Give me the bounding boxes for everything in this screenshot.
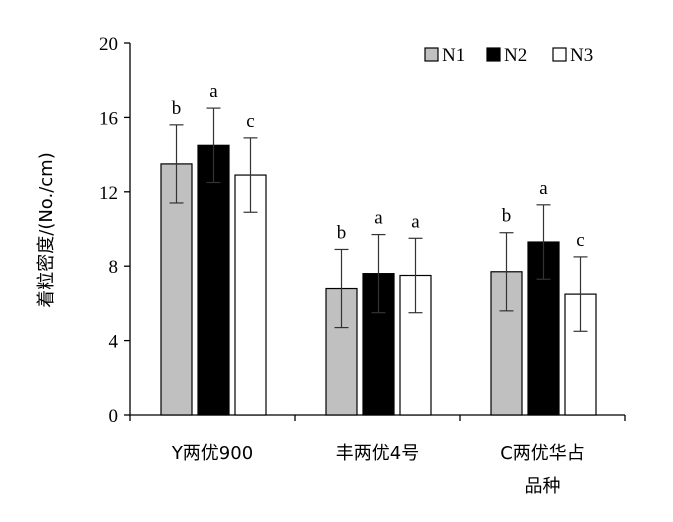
bar-n1-0 (160, 163, 193, 416)
significance-label: c (246, 111, 254, 132)
error-bars (169, 107, 588, 332)
significance-label: c (576, 230, 584, 251)
y-tick-label: 4 (109, 332, 119, 353)
significance-label: a (539, 178, 548, 199)
x-tick-label: Y两优900 (171, 443, 253, 464)
significance-label: a (209, 81, 218, 102)
y-tick-label: 20 (99, 34, 118, 55)
legend-swatch-n3 (552, 47, 567, 62)
legend-label-n1: N1 (442, 45, 465, 66)
y-axis: 0 4 8 12 16 20 (99, 34, 131, 427)
legend: N1 N2 N3 (424, 45, 593, 66)
x-tick-label: 品种 (525, 476, 561, 497)
legend-label-n2: N2 (504, 45, 527, 66)
y-tick-label: 12 (99, 183, 118, 204)
significance-labels: b a c b a a b a c (172, 81, 585, 251)
y-tick-label: 8 (109, 257, 119, 278)
y-axis-title: 着粒密度/(No./cm) (36, 152, 57, 308)
significance-label: b (337, 222, 347, 243)
y-tick-label: 16 (99, 108, 118, 129)
bar-n2-0 (197, 144, 230, 416)
x-tick-label: C两优华占 (500, 443, 585, 464)
significance-label: a (374, 208, 383, 229)
legend-swatch-n2 (486, 47, 501, 62)
y-tick-label: 0 (109, 406, 119, 427)
legend-label-n3: N3 (570, 45, 593, 66)
x-tick-label: 丰两优4号 (336, 443, 419, 464)
significance-label: b (172, 98, 182, 119)
bars (160, 144, 597, 416)
significance-label: a (411, 211, 420, 232)
legend-swatch-n1 (424, 47, 439, 62)
significance-label: b (502, 206, 512, 227)
